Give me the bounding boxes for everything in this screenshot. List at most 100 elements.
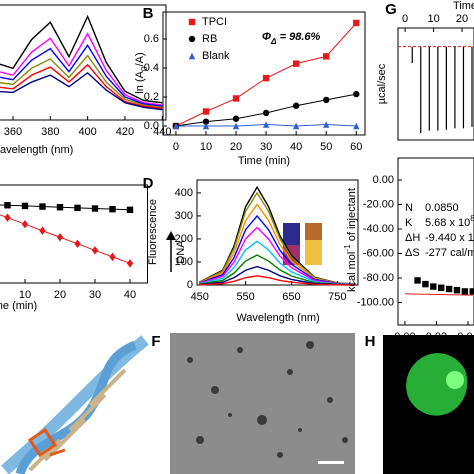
stat-value: -277 cal/m [425, 247, 474, 259]
y-tick-label: 0.2 [144, 91, 159, 103]
x-axis-label: Time (min) [238, 155, 290, 167]
marker [109, 205, 116, 213]
panel-label: D [143, 175, 154, 192]
marker [445, 285, 453, 293]
panel-label: F [151, 333, 160, 350]
marker [323, 121, 330, 128]
legend-marker [188, 35, 196, 43]
text-part: of injectant [346, 188, 358, 244]
injection-peak [437, 46, 439, 131]
vials [283, 223, 322, 265]
marker [453, 287, 461, 294]
plot-frame [0, 4, 167, 121]
text-part: kcal mol [346, 252, 358, 292]
injection-peak [411, 46, 413, 63]
x-tick-label: 40 [124, 289, 136, 301]
marker [4, 202, 11, 209]
x-tick-label: 30 [260, 141, 272, 153]
series-line [199, 240, 356, 286]
marker [39, 226, 46, 235]
vial-glow [305, 240, 322, 265]
y-axis-label: ln (A0/A) [134, 52, 149, 93]
marker [74, 204, 81, 212]
marker [262, 121, 270, 128]
x-axis-label: Time (min) [453, 0, 474, 12]
y-tick-label: 400 [175, 187, 193, 199]
plot-frame [397, 27, 474, 141]
annotation: DNA [175, 240, 187, 264]
marker [4, 213, 11, 222]
marker [353, 90, 360, 98]
cell [406, 353, 468, 416]
x-tick-label: 10 [19, 289, 31, 301]
helix-strand [1, 335, 149, 474]
x-tick-label: 10 [427, 13, 439, 25]
x-axis-label: Molar Ratio [453, 348, 474, 360]
x-tick-label: 30 [89, 289, 101, 301]
injection-peak [462, 46, 465, 129]
marker [202, 122, 210, 130]
series-line [199, 275, 356, 286]
y-tick-label: -100.00 [357, 296, 394, 308]
text-part: 5.68 x 10 [425, 217, 470, 229]
injection-peak [428, 46, 430, 131]
marker [292, 122, 300, 130]
x-tick-label: 0.04 [457, 331, 474, 343]
x-tick-label: 550 [236, 291, 254, 303]
series-line [0, 14, 163, 104]
dna-arrow [166, 231, 176, 272]
y-tick-label: 0.0 [144, 120, 159, 132]
marker [126, 206, 134, 214]
series-line [0, 54, 163, 109]
y-tick-label: 0.6 [144, 33, 159, 45]
panel-label: G [385, 1, 397, 18]
marker [232, 122, 240, 130]
x-tick-label: 40 [290, 141, 302, 153]
panel-f-image [170, 333, 355, 474]
series-line [0, 63, 163, 110]
marker [21, 220, 29, 229]
x-tick-label: 360 [4, 126, 22, 138]
panel-e-image [1, 335, 149, 474]
stat-label: K [405, 217, 413, 229]
marker [74, 239, 81, 248]
plot-frame [162, 11, 366, 136]
cell-bright [446, 371, 464, 389]
marker [232, 115, 240, 122]
x-tick-label: 450 [191, 291, 209, 303]
y-tick-label: 0.00 [373, 174, 394, 186]
legend-label: TPCI [202, 16, 227, 28]
marker [438, 284, 445, 291]
text-part: ln (A [134, 70, 146, 93]
x-tick-label: 20 [456, 13, 468, 25]
injection-peak [445, 46, 447, 130]
y-tick-label: -80.00 [363, 272, 394, 284]
legend-marker [188, 18, 196, 26]
marker [91, 246, 99, 255]
legend-marker [188, 52, 196, 60]
panel-label: B [143, 5, 154, 22]
y-axis-label: µcal/sec [376, 63, 388, 104]
legend-label: RB [202, 33, 217, 45]
series-line [199, 226, 356, 286]
text-part: -1 [343, 244, 352, 252]
base-pairs [28, 368, 127, 472]
series-line [404, 293, 473, 296]
marker [126, 259, 134, 268]
y-axis-label: Fluorescence [147, 199, 159, 265]
marker [292, 60, 300, 67]
x-tick-label: 750 [328, 291, 346, 303]
x-tick-label: 0.02 [426, 331, 447, 343]
injection-peak [471, 46, 473, 127]
marker [422, 280, 429, 288]
marker [353, 19, 360, 27]
series-line [0, 43, 163, 107]
plot-frame [196, 179, 359, 286]
x-tick-label: 420 [116, 126, 134, 138]
y-tick-label: 100 [175, 256, 193, 268]
marker [202, 108, 210, 115]
marker [232, 95, 240, 102]
series-line [199, 203, 356, 285]
